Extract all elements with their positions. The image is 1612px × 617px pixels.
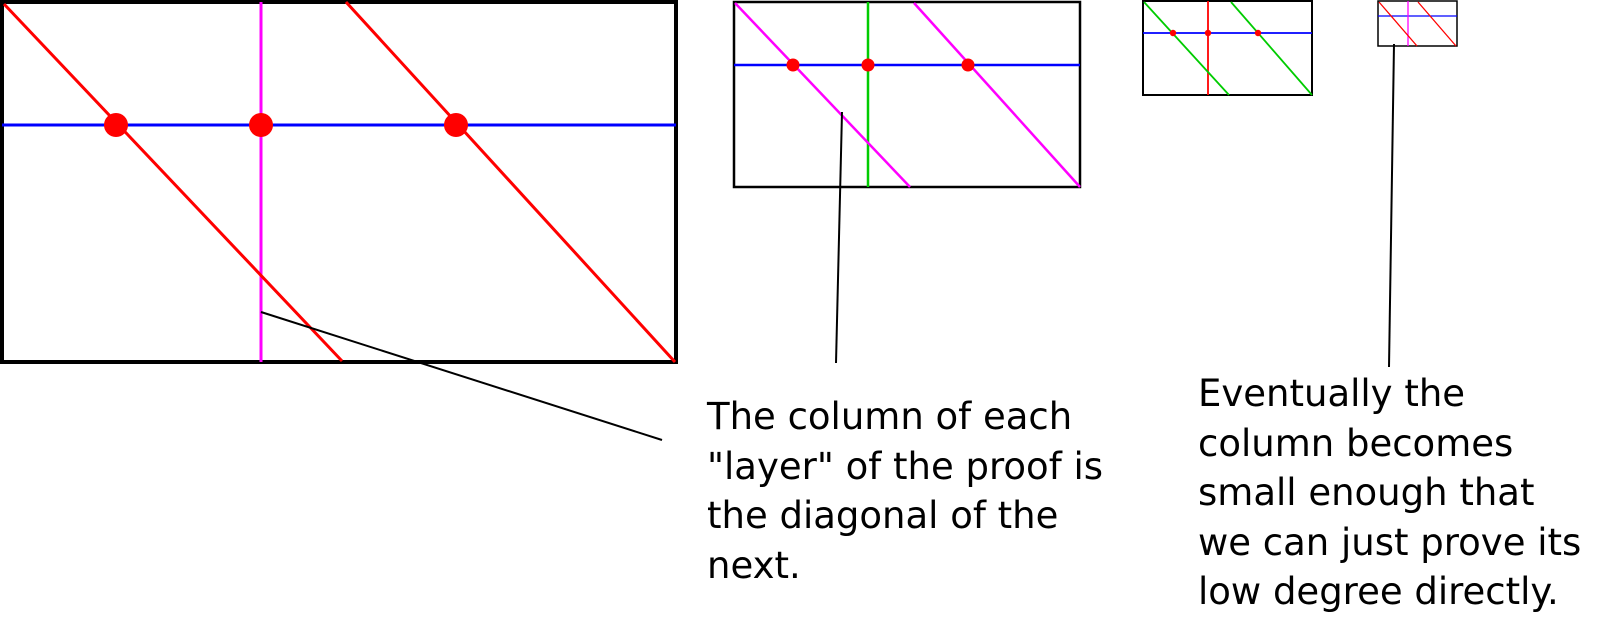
- callout-line-layer-2: [835, 111, 843, 364]
- layer-1-point-a: [104, 113, 128, 137]
- layer-2-diagonal-line-a: [734, 2, 911, 188]
- layer-2-panel: [732, 0, 1082, 189]
- caption-small-column-line: small enough that: [1198, 471, 1535, 514]
- layer-3-frame: [1142, 0, 1313, 96]
- layer-3-point-b: [1204, 29, 1212, 37]
- layer-4-panel: [1377, 0, 1458, 47]
- caption-layer-column-line: the diagonal of the: [707, 494, 1059, 537]
- layer-4-frame: [1377, 0, 1458, 47]
- caption-small-column-line: column becomes: [1198, 421, 1514, 465]
- layer-2-diagonal-line-b: [913, 2, 1081, 188]
- layer-2-point-c: [961, 58, 975, 72]
- layer-1-point-b: [249, 113, 273, 137]
- caption-layer-column: The column of each "layer" of the proof …: [707, 392, 1103, 590]
- layer-3-diagonal-line-a: [1143, 1, 1230, 96]
- layer-4-diagonal-line-b: [1417, 1, 1457, 47]
- caption-small-column-line: low degree directly.: [1198, 570, 1559, 613]
- layer-3-panel: [1142, 0, 1313, 96]
- caption-small-column-line: Eventually the: [1198, 372, 1466, 415]
- layer-1-diagonal-line-a: [2, 2, 344, 363]
- layer-1-frame: [0, 0, 678, 364]
- caption-layer-column-line: next.: [707, 543, 801, 587]
- layer-4-diagonal-line-a: [1378, 1, 1418, 47]
- callout-line-layer-1: [260, 311, 663, 441]
- caption-layer-column-line: "layer" of the proof is: [707, 444, 1104, 488]
- caption-layer-column-line: The column of each: [707, 395, 1073, 438]
- layer-2-point-b: [861, 58, 875, 72]
- layer-2-frame: [732, 0, 1082, 189]
- layer-3-diagonal-line-b: [1230, 1, 1313, 96]
- layer-1-panel: [0, 0, 678, 364]
- caption-small-column-line: we can just prove its: [1198, 520, 1582, 564]
- layer-3-point-c: [1254, 29, 1262, 37]
- layer-1-point-c: [444, 113, 468, 137]
- layer-3-point-a: [1169, 29, 1177, 37]
- caption-small-column: Eventually the column becomes small enou…: [1198, 369, 1581, 617]
- layer-2-point-a: [786, 58, 800, 72]
- layer-1-diagonal-line-b: [344, 0, 677, 364]
- callout-line-layer-4: [1388, 43, 1395, 368]
